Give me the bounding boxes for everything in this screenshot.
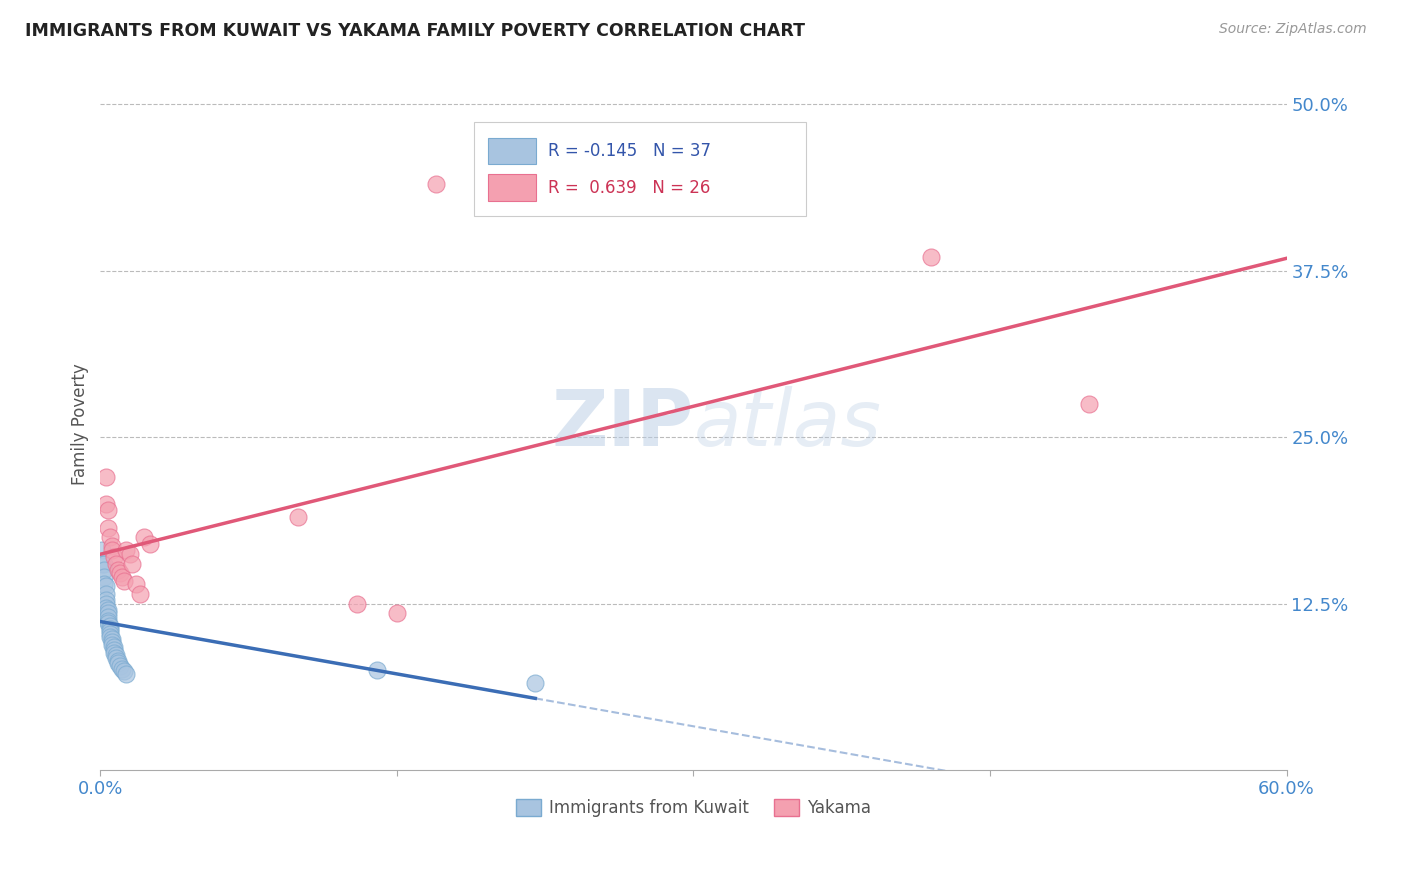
Point <box>96 587 118 601</box>
Point <box>103 549 125 564</box>
Point <box>103 646 125 660</box>
Text: ZIP: ZIP <box>551 385 693 462</box>
Point <box>105 557 128 571</box>
Point <box>107 654 129 668</box>
Point <box>101 638 124 652</box>
Point <box>98 622 121 636</box>
Point <box>128 587 150 601</box>
Point <box>97 610 120 624</box>
Point <box>105 651 128 665</box>
Point <box>96 579 118 593</box>
Point <box>385 606 408 620</box>
Point <box>101 632 124 647</box>
Text: R =  0.639   N = 26: R = 0.639 N = 26 <box>547 178 710 196</box>
Point <box>107 563 129 577</box>
Point <box>97 503 120 517</box>
Text: R = -0.145   N = 37: R = -0.145 N = 37 <box>547 142 710 160</box>
Y-axis label: Family Poverty: Family Poverty <box>72 363 89 484</box>
Point <box>118 547 141 561</box>
Point <box>101 635 124 649</box>
Text: Source: ZipAtlas.com: Source: ZipAtlas.com <box>1219 22 1367 37</box>
Point <box>1077 397 1099 411</box>
Point <box>93 576 115 591</box>
Point <box>97 606 120 620</box>
Point <box>115 543 138 558</box>
Point <box>91 557 114 571</box>
Point <box>111 570 134 584</box>
Point <box>524 676 547 690</box>
Point <box>366 663 388 677</box>
Point <box>101 543 124 558</box>
Point <box>97 616 120 631</box>
Point <box>98 619 121 633</box>
Legend: Immigrants from Kuwait, Yakama: Immigrants from Kuwait, Yakama <box>509 792 877 824</box>
Point <box>98 627 121 641</box>
Point <box>287 510 309 524</box>
Point <box>101 539 124 553</box>
Point <box>125 576 148 591</box>
Point <box>98 530 121 544</box>
Point <box>97 603 120 617</box>
Point <box>108 659 131 673</box>
Text: atlas: atlas <box>693 385 882 462</box>
Point <box>112 574 135 588</box>
Point <box>105 648 128 663</box>
Point <box>108 566 131 580</box>
Point <box>121 557 143 571</box>
Text: IMMIGRANTS FROM KUWAIT VS YAKAMA FAMILY POVERTY CORRELATION CHART: IMMIGRANTS FROM KUWAIT VS YAKAMA FAMILY … <box>25 22 806 40</box>
Point <box>111 662 134 676</box>
Point <box>93 557 115 571</box>
Point <box>103 640 125 655</box>
Point <box>96 597 118 611</box>
Point <box>91 543 114 558</box>
Point <box>97 614 120 628</box>
Point <box>425 177 447 191</box>
Point <box>139 536 162 550</box>
Point <box>93 563 115 577</box>
Point <box>96 497 118 511</box>
Point <box>346 597 368 611</box>
Point <box>96 600 118 615</box>
Point <box>96 592 118 607</box>
Point <box>98 630 121 644</box>
Point <box>98 624 121 639</box>
Point <box>97 520 120 534</box>
FancyBboxPatch shape <box>474 122 806 216</box>
Bar <box>488 175 536 201</box>
Point <box>93 570 115 584</box>
Point <box>112 665 135 679</box>
Point <box>103 643 125 657</box>
Point <box>107 657 129 671</box>
Point <box>132 530 155 544</box>
Bar <box>488 137 536 164</box>
Point <box>96 470 118 484</box>
Point <box>115 667 138 681</box>
Point <box>920 250 942 264</box>
